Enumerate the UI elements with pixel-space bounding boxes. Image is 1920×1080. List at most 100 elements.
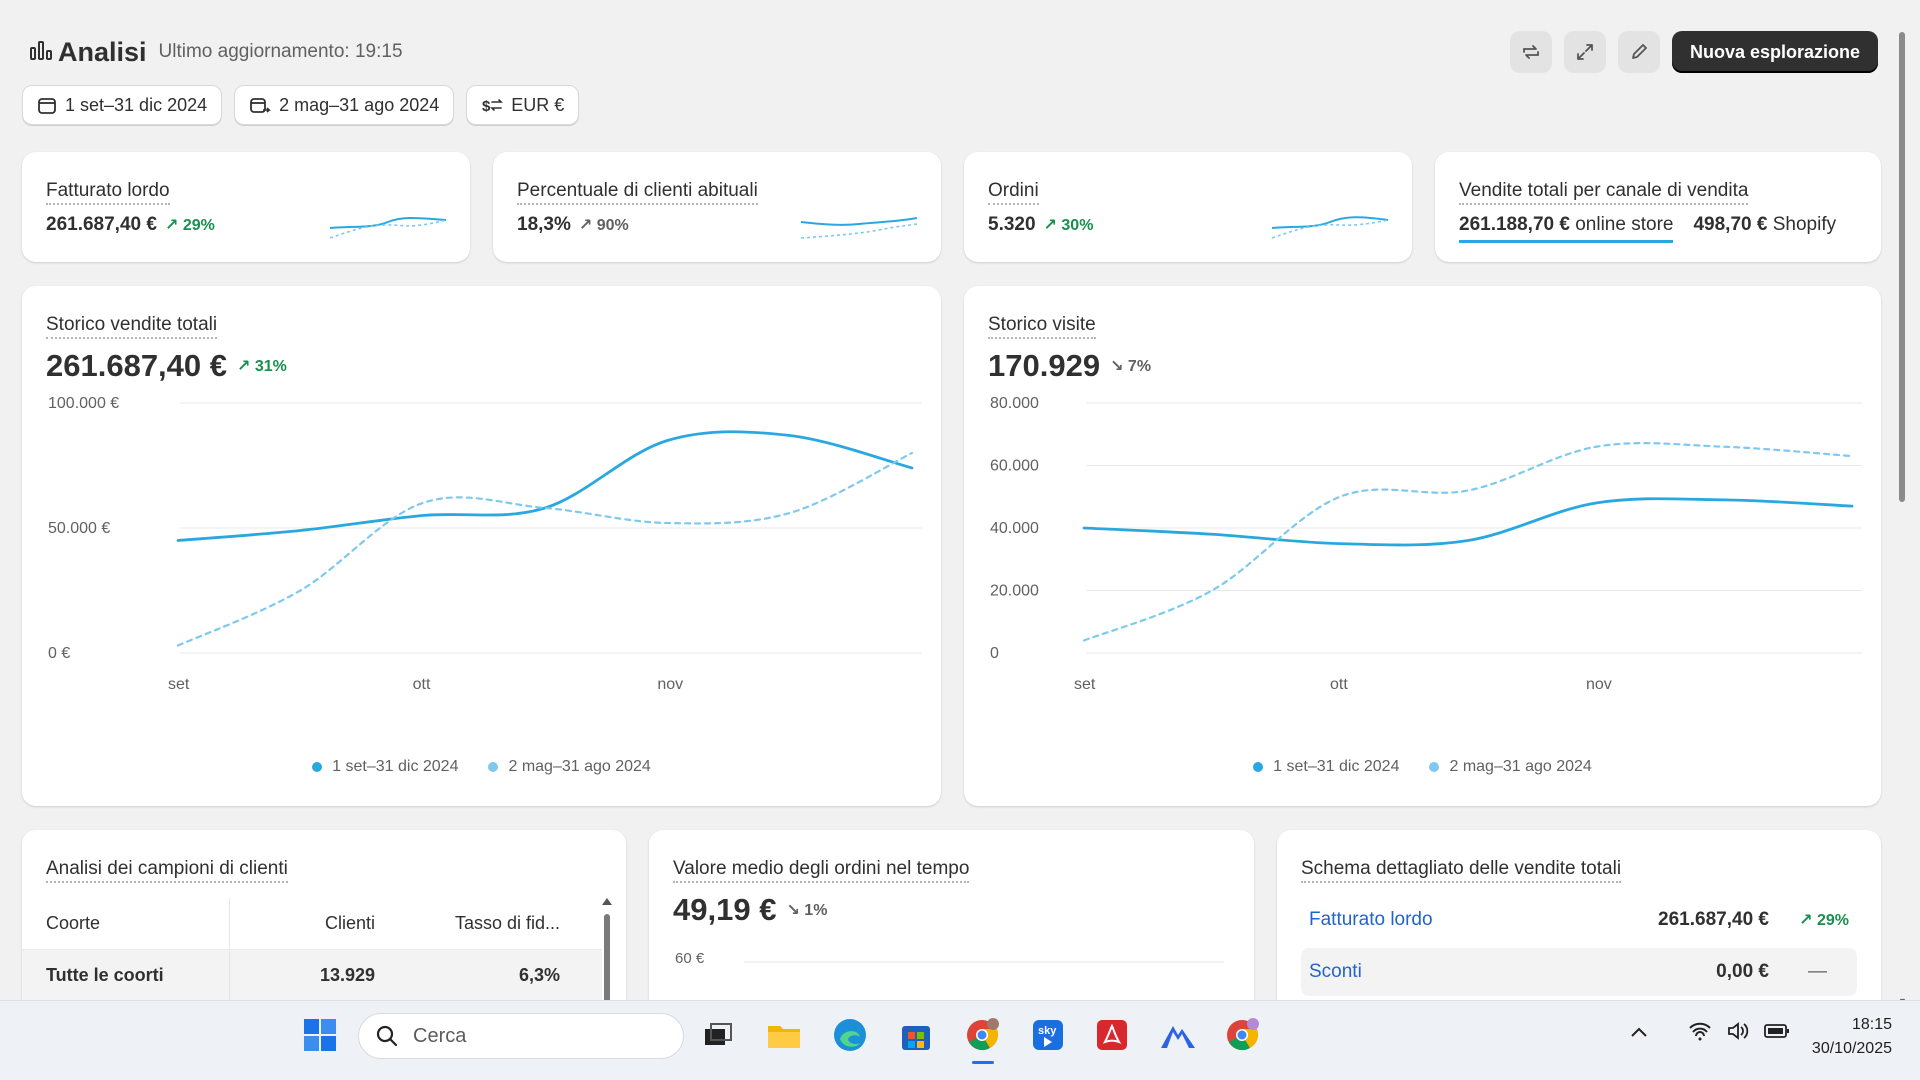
breakdown-amount: 261.687,40 € bbox=[1658, 909, 1769, 930]
legend-item-current[interactable]: 1 set–31 dic 2024 bbox=[312, 758, 458, 776]
card-title[interactable]: Schema dettagliato delle vendite totali bbox=[1301, 858, 1622, 883]
kpi-card-sales-by-channel[interactable]: Vendite totali per canale di vendita 261… bbox=[1435, 152, 1881, 262]
delta-badge: ↗ 29% bbox=[1799, 912, 1849, 929]
table-scrollbar[interactable] bbox=[600, 896, 614, 1000]
clock-date: 30/10/2025 bbox=[1811, 1040, 1892, 1057]
vpn-app-button[interactable] bbox=[1158, 1015, 1198, 1055]
card-title[interactable]: Valore medio degli ordini nel tempo bbox=[673, 858, 970, 883]
legend-label: 2 mag–31 ago 2024 bbox=[508, 758, 651, 775]
x-tick-label: set bbox=[168, 676, 190, 693]
sparkline bbox=[800, 217, 918, 239]
new-exploration-button[interactable]: Nuova esplorazione bbox=[1671, 31, 1878, 73]
scrollbar-thumb[interactable] bbox=[1899, 32, 1905, 502]
task-view-button[interactable] bbox=[698, 1015, 738, 1055]
delta-badge: ↗ 31% bbox=[237, 358, 287, 375]
x-tick-label: set bbox=[1074, 676, 1096, 693]
svg-text:sky: sky bbox=[1038, 1025, 1057, 1037]
channel-shopify[interactable]: 498,70 € Shopify bbox=[1693, 214, 1836, 243]
date-range-picker[interactable]: 1 set–31 dic 2024 bbox=[22, 85, 223, 125]
legend-item-previous[interactable]: 2 mag–31 ago 2024 bbox=[488, 758, 651, 776]
kpi-card-returning-customers[interactable]: Percentuale di clienti abituali 18,3% ↗ … bbox=[493, 152, 941, 262]
scroll-down-arrow-icon[interactable]: ▼ bbox=[1898, 996, 1907, 1000]
edge-browser-button[interactable] bbox=[830, 1015, 870, 1055]
chrome-second-profile-button[interactable] bbox=[1222, 1015, 1262, 1055]
refresh-icon bbox=[1523, 45, 1539, 59]
retention-cell: 6,3% bbox=[518, 965, 560, 985]
series-line-previous[interactable] bbox=[1082, 442, 1854, 642]
page-scrollbar[interactable]: ▼ bbox=[1896, 10, 1908, 1000]
delta-badge: ↗ 29% bbox=[164, 217, 215, 234]
series-line-previous[interactable] bbox=[176, 451, 914, 647]
battery-icon[interactable] bbox=[1764, 1023, 1790, 1044]
currency-label: EUR € bbox=[511, 94, 565, 115]
column-header[interactable]: Clienti bbox=[324, 913, 375, 933]
chart-title[interactable]: Storico vendite totali bbox=[46, 314, 218, 339]
acrobat-button[interactable] bbox=[1092, 1015, 1132, 1055]
task-view-icon bbox=[705, 1023, 732, 1045]
page-title: Analisi bbox=[58, 36, 147, 67]
delta-text: 7% bbox=[1127, 358, 1152, 375]
series-line-current[interactable] bbox=[176, 430, 914, 542]
legend-item-current[interactable]: 1 set–31 dic 2024 bbox=[1253, 758, 1399, 776]
store-button[interactable] bbox=[896, 1015, 936, 1055]
legend-label: 1 set–31 dic 2024 bbox=[332, 758, 459, 775]
header-actions: Nuova esplorazione bbox=[1509, 31, 1878, 73]
kpi-value: 261.687,40 € ↗ 29% bbox=[46, 214, 215, 236]
x-tick-label: ott bbox=[413, 676, 431, 693]
kpi-value-text: 261.687,40 € bbox=[46, 214, 157, 235]
volume-icon[interactable] bbox=[1726, 1021, 1750, 1046]
taskbar-search[interactable]: Cerca bbox=[358, 1013, 684, 1059]
series-line-current[interactable] bbox=[1082, 497, 1854, 547]
fullscreen-button[interactable] bbox=[1563, 31, 1606, 73]
chrome-profile-button[interactable] bbox=[962, 1015, 1002, 1055]
sky-app-button[interactable]: sky bbox=[1028, 1015, 1068, 1055]
refresh-button[interactable] bbox=[1509, 31, 1552, 73]
last-updated-text: Ultimo aggiornamento: 19:15 bbox=[158, 41, 403, 62]
breakdown-link[interactable]: Fatturato lordo bbox=[1309, 909, 1433, 930]
delta-badge: ↘ 7% bbox=[1110, 358, 1152, 375]
breakdown-row-discounts: Sconti 0,00 € — bbox=[1301, 948, 1857, 996]
kpi-value-text: 5.320 bbox=[988, 214, 1036, 235]
delta-badge: ↗ 30% bbox=[1043, 217, 1094, 234]
file-explorer-button[interactable] bbox=[764, 1015, 804, 1055]
wifi-icon[interactable] bbox=[1688, 1021, 1712, 1046]
delta-badge: ↘ 1% bbox=[786, 902, 828, 919]
chart-summary: 170.929 ↘ 7% bbox=[988, 348, 1151, 384]
legend-item-previous[interactable]: 2 mag–31 ago 2024 bbox=[1429, 758, 1592, 776]
analytics-bar-icon bbox=[30, 40, 52, 65]
breakdown-amount: 0,00 € bbox=[1716, 961, 1769, 982]
cohort-cell: Tutte le coorti bbox=[22, 950, 230, 1000]
date-range-label: 1 set–31 dic 2024 bbox=[65, 94, 208, 115]
x-tick-label: ott bbox=[1330, 676, 1348, 693]
x-tick-label: nov bbox=[657, 676, 683, 693]
sales-line-chart: 0 € 50.000 € 100.000 € set ott nov bbox=[48, 396, 922, 693]
edit-button[interactable] bbox=[1617, 31, 1660, 73]
currency-selector[interactable]: $ EUR € bbox=[466, 85, 580, 125]
breakdown-link[interactable]: Sconti bbox=[1309, 961, 1362, 982]
chart-title[interactable]: Storico visite bbox=[988, 314, 1096, 339]
delta-text: 29% bbox=[182, 217, 215, 234]
chart-total-value: 170.929 bbox=[988, 348, 1101, 383]
comparison-range-picker[interactable]: 2 mag–31 ago 2024 bbox=[234, 85, 455, 125]
system-clock[interactable]: 18:15 30/10/2025 bbox=[1812, 1013, 1892, 1061]
y-tick-label: 100.000 € bbox=[48, 396, 119, 412]
calendar-compare-icon bbox=[250, 98, 272, 113]
card-title[interactable]: Analisi dei campioni di clienti bbox=[46, 858, 288, 883]
column-header[interactable]: Coorte bbox=[22, 898, 230, 949]
cohort-analysis-card: Analisi dei campioni di clienti Coorte C… bbox=[22, 830, 626, 1000]
kpi-card-orders[interactable]: Ordini 5.320 ↗ 30% bbox=[964, 152, 1412, 262]
column-header[interactable]: Tasso di fid... bbox=[454, 913, 560, 933]
y-tick-label: 80.000 bbox=[990, 396, 1039, 412]
customers-cell: 13.929 bbox=[319, 965, 375, 985]
kpi-card-gross-sales[interactable]: Fatturato lordo 261.687,40 € ↗ 29% bbox=[22, 152, 470, 262]
mountain-icon bbox=[1161, 1026, 1195, 1048]
y-tick-label: 40.000 bbox=[990, 520, 1039, 537]
windows-start-button[interactable] bbox=[300, 1015, 340, 1055]
table-row[interactable]: Tutte le coorti 13.929 6,3% bbox=[22, 950, 602, 1000]
os-taskbar: Cerca sky 18:1 bbox=[0, 1000, 1920, 1080]
active-app-indicator bbox=[972, 1061, 994, 1064]
sales-breakdown-card: Schema dettagliato delle vendite totali … bbox=[1277, 830, 1881, 1000]
channel-online-store[interactable]: 261.188,70 € online store bbox=[1459, 214, 1674, 243]
chevron-up-icon[interactable] bbox=[1630, 1023, 1648, 1044]
chrome-icon bbox=[1227, 1018, 1259, 1051]
